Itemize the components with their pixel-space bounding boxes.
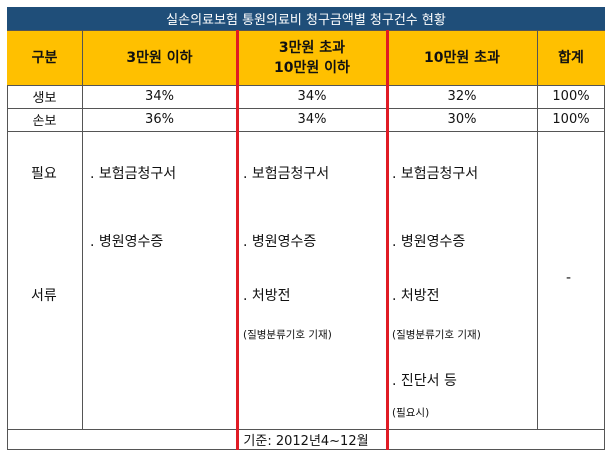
grid-line <box>7 30 605 31</box>
doc-note-if-needed: (필요시) <box>392 407 430 419</box>
doc-prescription-col2: . 처방전 <box>243 288 291 304</box>
doc-total-dash: - <box>566 270 572 286</box>
header-under-30k: 3만원 이하 <box>126 49 193 66</box>
row-nonlife-total: 100% <box>552 112 590 127</box>
header-30k-100k-line2: 10만원 이하 <box>274 59 350 76</box>
doc-prescription-col3: . 처방전 <box>392 288 440 304</box>
grid-line <box>7 108 605 109</box>
docs-label-top: 필요 <box>31 166 57 182</box>
doc-note-col3: (질병분류기호 기재) <box>392 329 481 341</box>
grid-line <box>7 429 605 430</box>
grid-line <box>537 30 538 429</box>
doc-receipt-col3: . 병원영수증 <box>392 234 466 250</box>
row-life-total: 100% <box>552 89 590 104</box>
row-life-label: 생보 <box>32 91 57 106</box>
doc-claim-form-col1: . 보험금청구서 <box>90 166 177 182</box>
grid-line <box>82 30 83 429</box>
row-life-over-100k: 32% <box>447 89 477 104</box>
header-category: 구분 <box>31 49 58 66</box>
doc-claim-form-col2: . 보험금청구서 <box>243 166 330 182</box>
row-nonlife-label: 손보 <box>32 114 57 129</box>
header-row <box>7 30 605 85</box>
grid-line <box>7 131 605 132</box>
row-life-30k-100k: 34% <box>297 89 327 104</box>
header-over-100k: 10만원 초과 <box>424 49 500 66</box>
footer-note: 기준: 2012년4~12월 <box>243 434 369 449</box>
header-30k-100k-line1: 3만원 초과 <box>278 39 346 56</box>
highlight-border-right <box>386 30 389 450</box>
row-nonlife-under-30k: 36% <box>145 112 174 127</box>
doc-receipt-col2: . 병원영수증 <box>243 234 317 250</box>
row-nonlife-over-100k: 30% <box>447 112 477 127</box>
row-nonlife-30k-100k: 34% <box>297 112 327 127</box>
table-title: 실손의료보험 통원의료비 청구금액별 청구건수 현황 <box>7 7 605 30</box>
docs-label-bottom: 서류 <box>31 288 57 304</box>
doc-claim-form-col3: . 보험금청구서 <box>392 166 479 182</box>
highlight-border-left <box>236 30 239 450</box>
grid-line <box>7 85 605 86</box>
doc-receipt-col1: . 병원영수증 <box>90 234 164 250</box>
header-30k-100k: 3만원 초과 10만원 이하 <box>237 30 387 85</box>
doc-diagnosis-col3: . 진단서 등 <box>392 373 457 389</box>
doc-note-col2: (질병분류기호 기재) <box>243 329 332 341</box>
row-life-under-30k: 34% <box>145 89 174 104</box>
header-total: 합계 <box>558 49 584 66</box>
